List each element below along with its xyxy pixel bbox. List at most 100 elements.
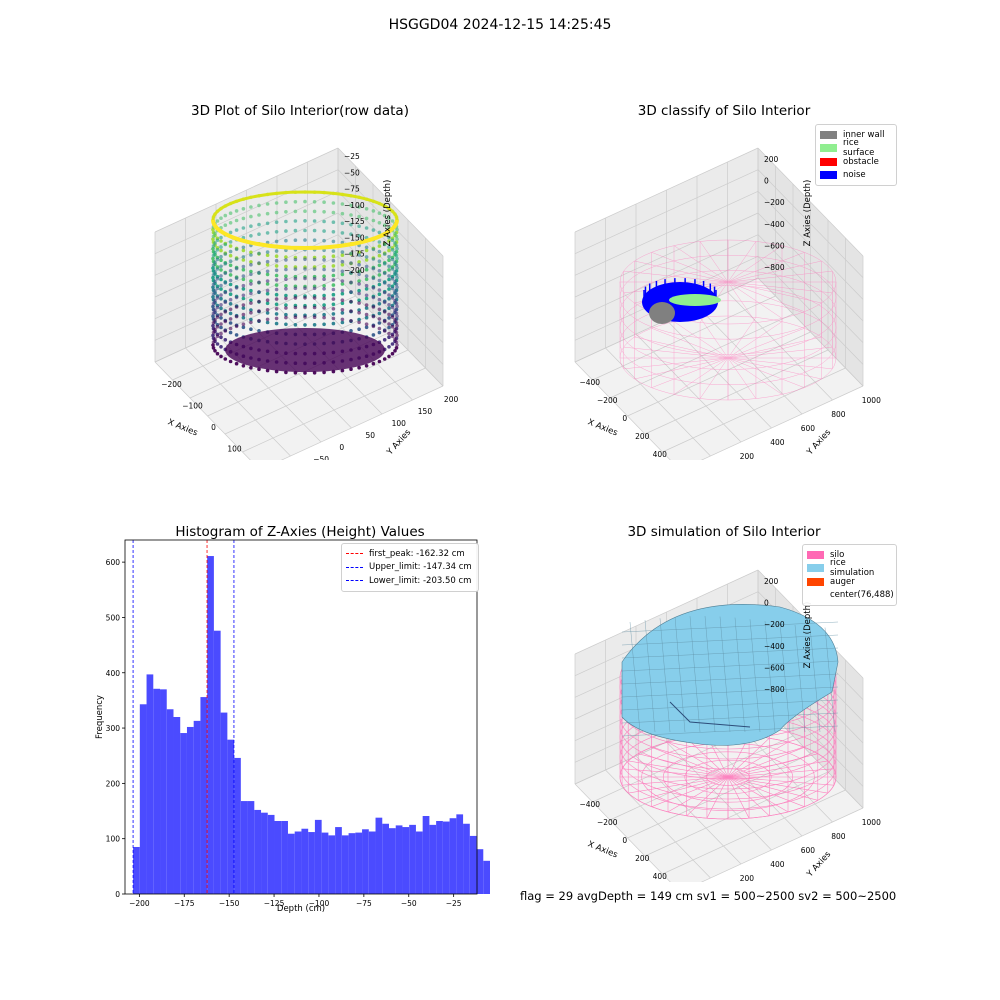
scatter-point: [377, 297, 382, 302]
scatter-point: [393, 241, 397, 245]
scatter-point: [228, 273, 233, 277]
silo-roof-spoke: [634, 260, 729, 283]
plot4-legend: silo rice simulation auger center(76,488…: [802, 544, 897, 606]
histogram-bar: [281, 820, 288, 894]
scatter-point: [234, 314, 239, 319]
scatter-point: [364, 303, 369, 307]
surface-mesh-line: [644, 620, 656, 733]
scatter-point: [340, 282, 345, 286]
scatter-point: [293, 323, 298, 327]
scatter-point: [349, 222, 353, 227]
scatter-point: [241, 264, 246, 269]
scatter-point: [387, 354, 391, 359]
scatter-point: [223, 319, 228, 324]
silo-floor-spoke: [634, 357, 729, 380]
scatter-point: [303, 286, 307, 290]
y-tick-label: 400: [770, 860, 785, 869]
scatter-point: [228, 307, 233, 312]
z-tick-label: −200: [764, 198, 785, 207]
silo-floor-spoke: [727, 328, 805, 359]
scatter-point: [293, 219, 298, 223]
scatter-point: [257, 203, 261, 208]
z-tick-label: −200: [344, 266, 365, 275]
scatter-point: [357, 262, 361, 267]
scatter-point: [265, 291, 270, 296]
scatter-point: [357, 234, 361, 238]
scatter-point: [349, 299, 353, 304]
x-tick-label: −200: [597, 818, 618, 827]
scatter-point: [382, 213, 387, 218]
surface-mesh-line: [689, 616, 701, 733]
x-tick-label: 200: [635, 432, 650, 441]
scatter-point: [322, 255, 326, 259]
scatter-point: [249, 282, 253, 286]
silo-floor-spoke: [667, 741, 729, 778]
silo-floor-spoke: [622, 768, 729, 778]
scatter-point: [228, 359, 233, 364]
scatter-point: [293, 228, 298, 233]
scatter-point: [249, 234, 253, 238]
scatter-point: [284, 200, 288, 204]
scatter-point: [211, 314, 215, 318]
silo-floor-spoke: [628, 776, 729, 794]
scatter-point: [340, 320, 345, 325]
scatter-point: [382, 310, 387, 314]
rice-simulation-surface: [621, 604, 839, 746]
scatter-point: [284, 238, 288, 243]
scatter-point: [249, 320, 253, 325]
silo-floor-spoke: [727, 346, 833, 359]
figure-suptitle: HSGGD04 2024-12-15 14:25:45: [388, 17, 612, 33]
scatter-point: [228, 278, 233, 283]
histogram-bar: [133, 846, 140, 894]
silo-floor-spoke: [706, 776, 729, 819]
scatter-point: [257, 367, 261, 371]
z-tick-label: 200: [764, 155, 779, 164]
scatter-point: [357, 317, 361, 322]
scatter-point: [215, 219, 220, 223]
histogram-bar: [469, 835, 477, 894]
x-axis-label: X Axies: [166, 417, 199, 438]
scatter-point: [219, 235, 223, 240]
scatter-point: [395, 227, 399, 232]
scatter-point: [312, 296, 317, 300]
scatter-point: [349, 270, 353, 275]
plot3-xlabel: Depth (cm): [277, 904, 325, 914]
scatter-point: [390, 342, 395, 346]
scatter-point: [322, 229, 326, 233]
scatter-point: [331, 302, 336, 307]
scatter-point: [377, 278, 382, 283]
scatter-point: [357, 260, 361, 264]
scatter-point: [377, 249, 382, 254]
scatter-point: [382, 290, 387, 295]
surface-mesh-line: [749, 619, 761, 733]
plot4-title: 3D simulation of Silo Interior: [627, 524, 821, 540]
scatter-point: [249, 214, 253, 219]
scatter-point: [340, 263, 345, 267]
scatter-point: [284, 284, 288, 288]
silo-floor-spoke: [651, 747, 729, 778]
scatter-point: [340, 253, 345, 257]
scatter-point: [241, 274, 246, 278]
legend-line: [346, 566, 363, 568]
scatter-point: [213, 279, 217, 284]
scatter-point: [331, 220, 336, 224]
y-tick-label: 100: [392, 419, 407, 428]
scatter-point: [303, 257, 307, 262]
scatter-point: [211, 227, 215, 232]
scatter-point: [390, 305, 395, 310]
y-tick-label: 200: [740, 874, 755, 882]
scatter-point: [234, 228, 239, 232]
scatter-point: [357, 288, 361, 293]
z-tick-label: 200: [764, 577, 779, 586]
silo-floor-spoke: [638, 776, 729, 801]
scatter-point: [349, 367, 353, 371]
scatter-point: [265, 279, 270, 283]
scatter-point: [223, 242, 228, 247]
scatter-point: [357, 282, 361, 286]
scatter-point: [265, 269, 270, 274]
x-tick-label: 400: [653, 450, 668, 459]
scatter-point: [257, 213, 261, 217]
x-tick-label: −200: [129, 899, 150, 908]
scatter-point: [331, 369, 336, 374]
scatter-point: [234, 257, 239, 261]
